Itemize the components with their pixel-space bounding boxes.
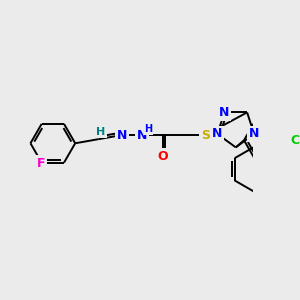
- Text: N: N: [219, 106, 230, 119]
- Text: N: N: [116, 129, 127, 142]
- Text: F: F: [37, 157, 45, 170]
- Text: N: N: [136, 129, 147, 142]
- Text: O: O: [158, 150, 168, 163]
- Text: S: S: [201, 129, 210, 142]
- Text: H: H: [96, 127, 106, 136]
- Text: N: N: [212, 128, 223, 140]
- Text: N: N: [249, 128, 259, 140]
- Text: H: H: [144, 124, 152, 134]
- Text: Cl: Cl: [290, 134, 300, 147]
